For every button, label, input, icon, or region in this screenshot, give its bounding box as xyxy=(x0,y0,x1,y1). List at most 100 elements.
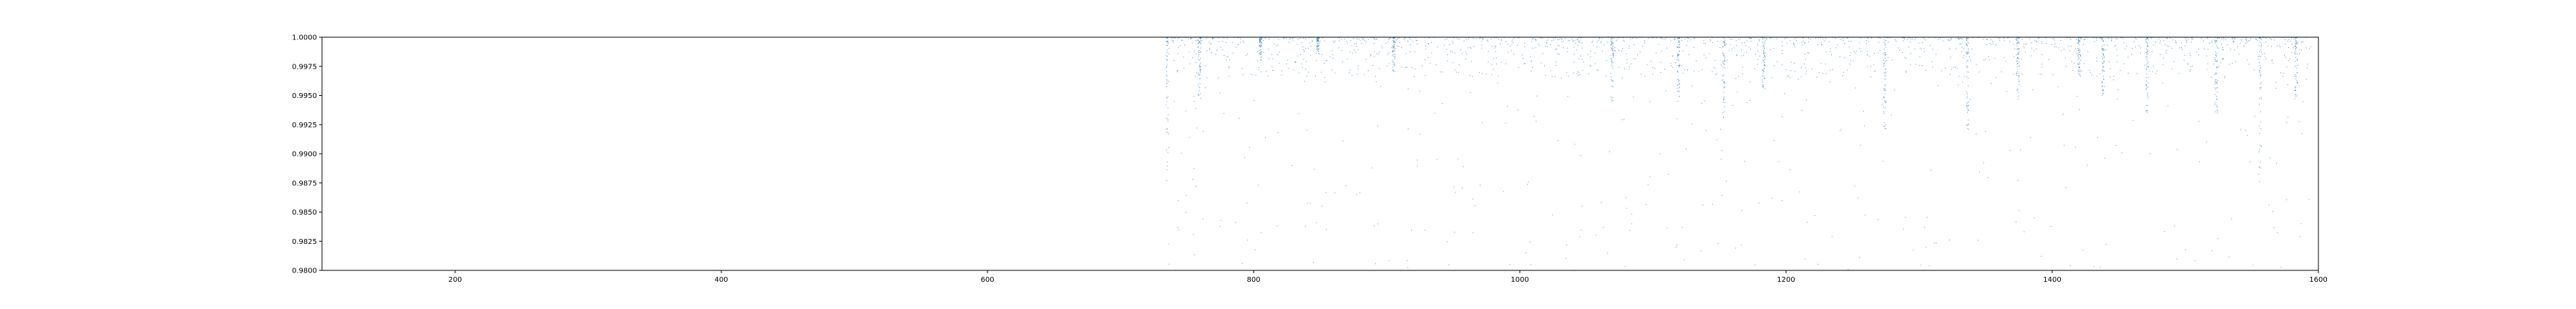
data-point xyxy=(1919,47,1921,49)
data-point xyxy=(1166,83,1168,84)
data-point xyxy=(1836,44,1838,46)
data-point xyxy=(1436,159,1438,160)
data-point xyxy=(1261,44,1262,46)
data-point xyxy=(1450,51,1451,52)
data-point xyxy=(1873,64,1875,65)
data-point xyxy=(1910,41,1911,43)
data-point xyxy=(1712,204,1713,205)
data-point xyxy=(1259,38,1261,39)
data-point xyxy=(1607,41,1609,43)
data-point xyxy=(1558,45,1560,46)
data-point xyxy=(1181,39,1183,41)
data-point xyxy=(1667,174,1669,175)
data-point xyxy=(1209,49,1210,51)
data-point xyxy=(2079,67,2081,68)
data-point xyxy=(1963,55,1965,57)
data-point xyxy=(1347,42,1348,44)
data-point xyxy=(2258,97,2260,99)
data-point xyxy=(1923,48,1925,49)
data-point xyxy=(1481,73,1483,74)
data-point xyxy=(2285,57,2286,58)
data-point xyxy=(2155,73,2157,74)
data-point xyxy=(2189,53,2190,54)
y-tick-label: 0.9975 xyxy=(292,63,317,71)
data-point xyxy=(2017,63,2019,64)
data-point xyxy=(2146,85,2147,87)
data-point xyxy=(1199,69,1201,70)
data-point xyxy=(1660,62,1662,63)
x-tick-label: 1000 xyxy=(1511,276,1528,284)
data-point xyxy=(1883,39,1885,41)
data-point xyxy=(1317,50,1318,52)
data-point xyxy=(1660,37,1662,39)
data-point xyxy=(2215,54,2217,55)
data-point xyxy=(1203,218,1204,220)
data-point xyxy=(1967,106,1968,107)
data-point xyxy=(1687,69,1689,71)
data-point xyxy=(2102,47,2104,49)
data-point xyxy=(2183,59,2185,61)
data-point xyxy=(2231,63,2233,64)
data-point xyxy=(1802,37,1803,39)
data-point xyxy=(1496,57,1497,59)
data-point xyxy=(1773,48,1775,49)
data-point xyxy=(1578,75,1579,77)
data-point xyxy=(2102,70,2104,72)
data-point xyxy=(1867,54,1868,56)
data-point xyxy=(2093,37,2094,39)
data-point xyxy=(2240,129,2241,130)
data-point xyxy=(1901,52,1903,53)
data-point xyxy=(1194,101,1195,102)
data-point xyxy=(2064,57,2066,59)
data-point xyxy=(1574,39,1576,41)
data-point xyxy=(1968,50,1969,52)
data-point xyxy=(1261,41,1262,43)
data-point xyxy=(1677,38,1678,39)
data-point xyxy=(2133,41,2135,43)
data-point xyxy=(1612,48,1614,49)
data-point xyxy=(2009,41,2011,42)
data-point xyxy=(1891,59,1893,61)
data-point xyxy=(1677,47,1678,49)
data-point xyxy=(1332,58,1334,59)
data-point xyxy=(1951,69,1952,70)
data-point xyxy=(2016,58,2018,59)
data-point xyxy=(1722,112,1724,114)
data-point xyxy=(1677,70,1678,72)
data-point xyxy=(1325,60,1327,62)
data-point xyxy=(1679,51,1680,52)
data-point xyxy=(1317,37,1319,39)
data-point xyxy=(1199,65,1200,67)
data-point xyxy=(1970,59,1971,61)
data-point xyxy=(2145,110,2147,112)
data-point xyxy=(1393,50,1395,52)
data-point xyxy=(1770,49,1771,50)
data-point xyxy=(1405,53,1407,54)
data-point xyxy=(1167,107,1169,109)
data-point xyxy=(1987,177,1989,178)
data-point xyxy=(1167,37,1169,39)
data-point xyxy=(1601,202,1602,203)
data-point xyxy=(2223,37,2224,39)
data-point xyxy=(1382,47,1383,49)
data-point xyxy=(1218,77,1219,79)
data-point xyxy=(2206,69,2207,70)
data-point xyxy=(1338,47,1340,49)
data-point xyxy=(2140,47,2142,49)
data-point xyxy=(2077,54,2079,56)
data-point xyxy=(2163,40,2165,41)
data-point xyxy=(1732,104,1734,106)
data-point xyxy=(1724,44,1726,46)
data-point xyxy=(1648,38,1649,39)
data-point xyxy=(1722,63,1724,64)
data-point xyxy=(1302,46,1304,48)
data-point xyxy=(1564,37,1566,39)
data-point xyxy=(1166,128,1167,129)
data-point xyxy=(1199,71,1201,72)
data-point xyxy=(2079,37,2081,39)
data-point xyxy=(1390,37,1391,39)
data-point xyxy=(1763,49,1765,51)
data-point xyxy=(1884,126,1885,127)
data-point xyxy=(1840,39,1842,40)
data-point xyxy=(1991,44,1992,46)
